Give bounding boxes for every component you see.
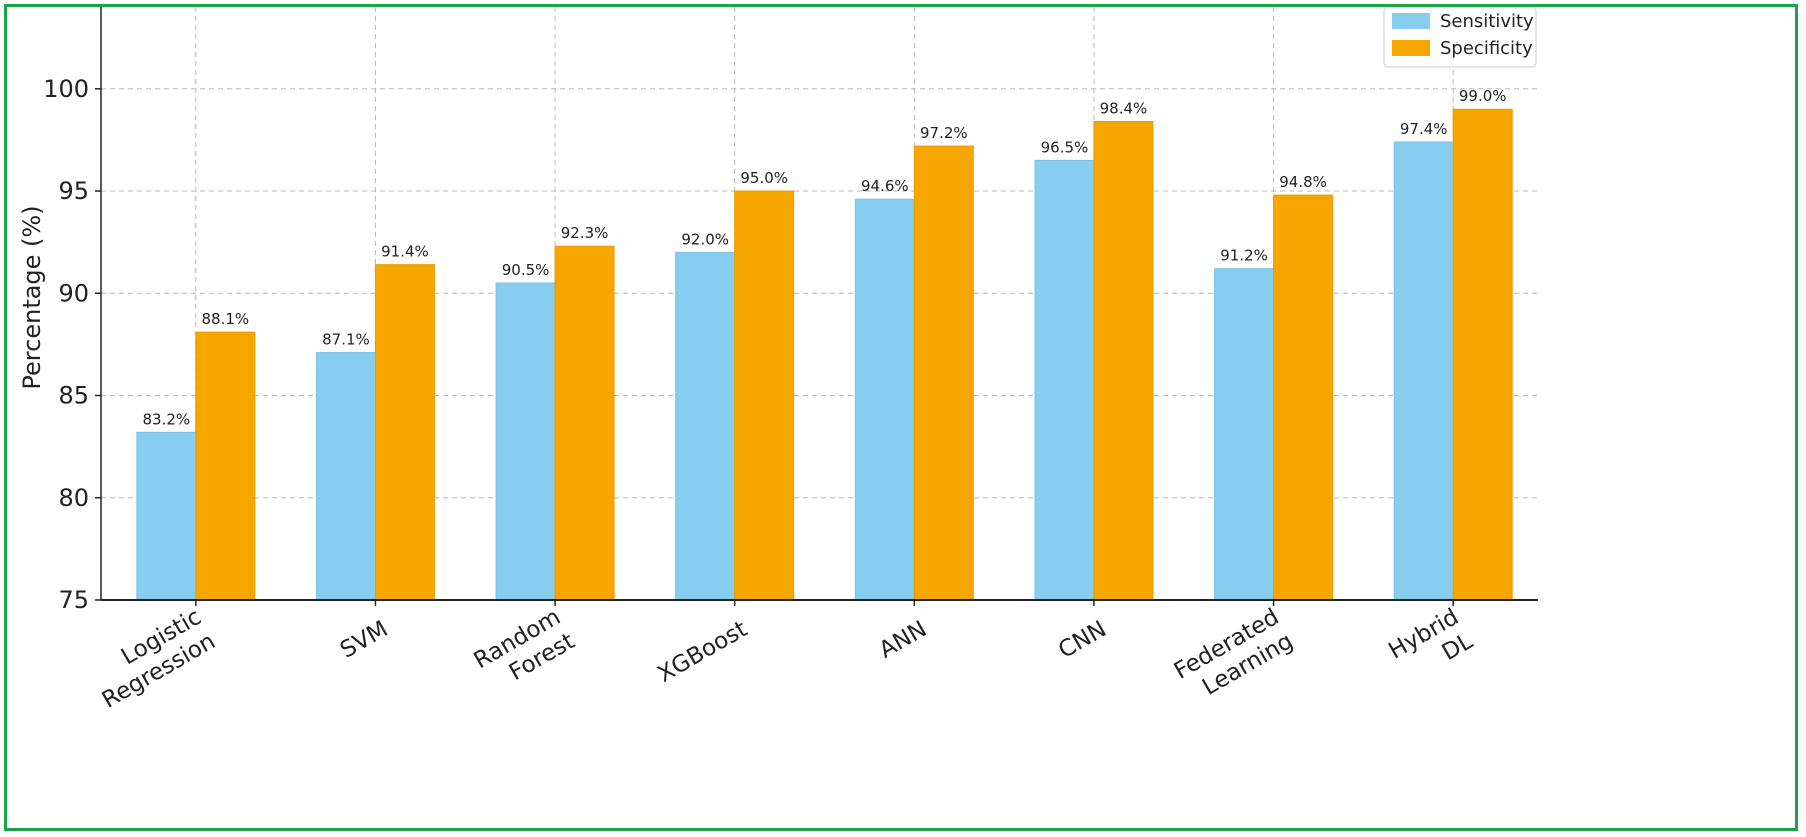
data-label: 94.6% — [861, 177, 909, 195]
data-label: 92.0% — [681, 230, 729, 248]
y-tick-label: 85 — [58, 382, 89, 410]
legend-swatch-specificity — [1392, 40, 1430, 56]
y-tick-label: 95 — [58, 177, 89, 205]
legend-label: Sensitivity — [1440, 11, 1534, 32]
y-tick-label: 100 — [43, 75, 89, 103]
bar-specificity — [913, 145, 974, 601]
bar-chart: 83.2% 88.1% 87.1% 91.4% 90.5% 92.3% 92.0% 95.0%… — [18, 7, 1538, 714]
data-label: 97.4% — [1400, 120, 1448, 138]
x-tick-label: CNN — [1054, 616, 1111, 664]
bar-sensitivity — [854, 198, 915, 601]
y-axis-title: Percentage (%) — [18, 205, 46, 389]
x-tick-label: RandomForest — [470, 604, 579, 698]
data-label: 90.5% — [502, 261, 550, 279]
bar-sensitivity — [495, 282, 556, 601]
bar-specificity — [734, 190, 795, 601]
data-label: 83.2% — [142, 410, 190, 428]
data-label: 98.4% — [1100, 100, 1148, 118]
data-label: 96.5% — [1041, 138, 1089, 156]
data-label: 94.8% — [1279, 173, 1327, 191]
x-tick-label: ANN — [875, 616, 931, 664]
y-tick-label: 75 — [58, 586, 89, 614]
bar-sensitivity — [1034, 159, 1095, 601]
data-label: 87.1% — [322, 331, 370, 349]
bar-sensitivity — [315, 352, 376, 601]
bar-specificity — [1093, 121, 1154, 601]
bar-sensitivity — [1393, 141, 1454, 601]
data-label: 91.2% — [1220, 247, 1268, 265]
bars: 83.2% 88.1% 87.1% 91.4% 90.5% 92.3% 92.0% 95.0%… — [136, 87, 1513, 601]
bar-specificity — [554, 245, 615, 601]
bar-specificity — [374, 264, 435, 601]
x-tick-label: XGBoost — [653, 616, 751, 688]
bar-specificity — [195, 331, 256, 601]
bar-specificity — [1273, 194, 1334, 601]
legend: Sensitivity Specificity — [1383, 7, 1537, 68]
data-label: 97.2% — [920, 124, 968, 142]
bar-sensitivity — [1214, 268, 1275, 601]
x-tick-label: HybridDL — [1384, 604, 1477, 689]
data-label: 91.4% — [381, 243, 429, 261]
bar-sensitivity — [136, 431, 197, 601]
x-tick-label: SVM — [336, 616, 392, 664]
y-tick-label: 80 — [58, 484, 89, 512]
bar-sensitivity — [675, 251, 736, 601]
chart-frame: 83.2% 88.1% 87.1% 91.4% 90.5% 92.3% 92.0% 95.0%… — [4, 4, 1798, 831]
data-label: 92.3% — [561, 224, 609, 242]
legend-swatch-sensitivity — [1392, 13, 1430, 29]
y-tick-label: 90 — [58, 279, 89, 307]
x-tick-label: LogisticRegression — [84, 604, 220, 714]
legend-label: Specificity — [1440, 38, 1533, 59]
x-tick-label: FederatedLearning — [1170, 604, 1298, 709]
data-label: 88.1% — [201, 310, 249, 328]
bar-specificity — [1452, 108, 1513, 601]
data-label: 99.0% — [1459, 87, 1507, 105]
data-label: 95.0% — [740, 169, 788, 187]
